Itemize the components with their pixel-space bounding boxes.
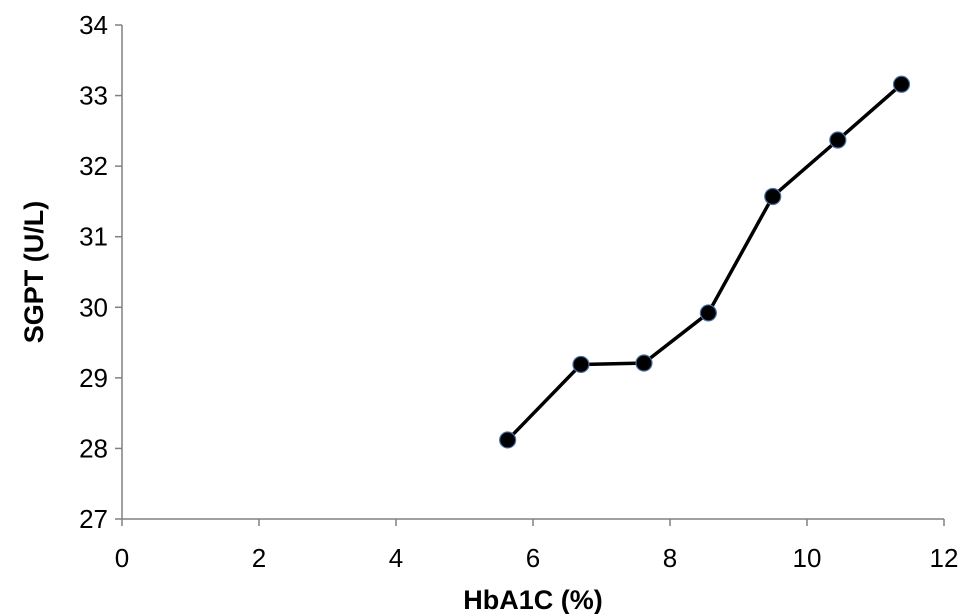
x-tick-label: 8 (663, 543, 677, 573)
data-point (829, 131, 847, 149)
x-tick-label: 2 (252, 543, 266, 573)
y-tick-label: 30 (79, 292, 108, 322)
x-ticks: 0 2 4 6 8 10 12 (115, 519, 959, 573)
y-tick-label: 27 (79, 504, 108, 534)
y-tick-label: 31 (79, 222, 108, 252)
plot-area (499, 75, 911, 449)
data-point (572, 355, 590, 374)
x-tick-label: 12 (930, 543, 959, 573)
x-tick-label: 6 (526, 543, 540, 573)
data-point (892, 75, 911, 93)
x-axis-title: HbA1C (%) (463, 585, 603, 614)
y-tick-label: 28 (79, 433, 108, 463)
data-point (699, 304, 717, 322)
y-tick-label: 29 (79, 363, 108, 393)
y-tick-label: 33 (79, 81, 108, 111)
y-ticks: 27 28 29 30 31 32 33 34 (79, 10, 122, 534)
data-point (764, 187, 782, 206)
y-tick-label: 34 (79, 10, 108, 40)
x-tick-label: 4 (389, 543, 403, 573)
y-tick-label: 32 (79, 151, 108, 181)
y-axis-title: SGPT (U/L) (19, 201, 49, 344)
data-point (635, 354, 653, 372)
x-tick-label: 0 (115, 543, 129, 573)
axes (121, 25, 944, 520)
data-point (499, 431, 517, 449)
x-tick-label: 10 (793, 543, 822, 573)
